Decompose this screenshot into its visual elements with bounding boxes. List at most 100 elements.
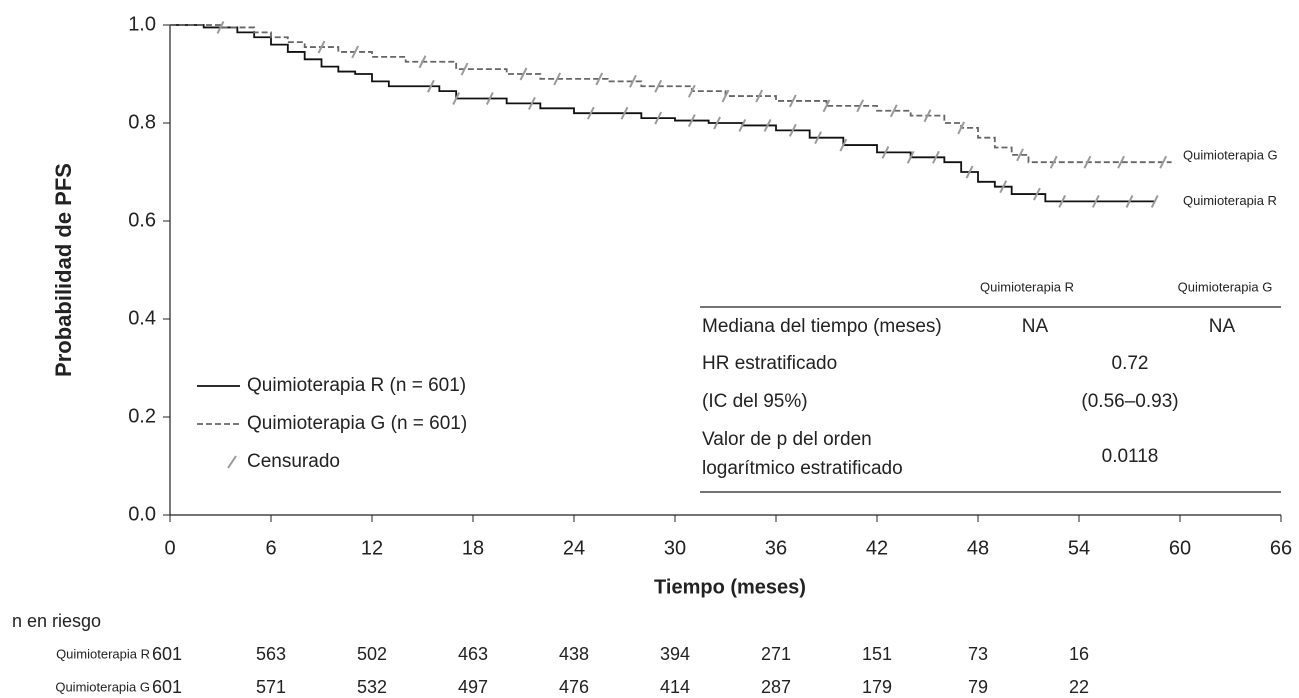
risk-row-label: Quimioterapia R bbox=[56, 646, 150, 661]
legend-label: Quimioterapia R (n = 601) bbox=[247, 375, 466, 396]
x-tick-label: 12 bbox=[361, 537, 383, 559]
table-label: (IC del 95%) bbox=[702, 391, 808, 412]
censor-mark bbox=[427, 79, 435, 93]
censor-mark bbox=[620, 106, 629, 120]
x-tick-label: 18 bbox=[462, 537, 484, 559]
censor-mark bbox=[1117, 155, 1125, 169]
legend-censor bbox=[227, 455, 237, 469]
table-label: logarítmico estratificado bbox=[702, 458, 903, 479]
legend-label: Censurado bbox=[247, 451, 340, 472]
y-tick-label: 0.4 bbox=[128, 307, 156, 329]
censor-mark bbox=[595, 72, 604, 86]
risk-value: 271 bbox=[761, 644, 791, 664]
risk-value: 287 bbox=[761, 677, 791, 697]
curve-label: Quimioterapia R bbox=[1183, 193, 1277, 208]
censor-mark bbox=[1016, 148, 1024, 162]
censor-mark bbox=[965, 165, 974, 179]
censor-mark bbox=[654, 111, 663, 125]
censor-mark bbox=[1049, 155, 1058, 169]
km-curve bbox=[170, 24, 1172, 164]
risk-value: 532 bbox=[357, 677, 387, 697]
censor-mark bbox=[528, 96, 536, 110]
risk-value: 502 bbox=[357, 644, 387, 664]
risk-value: 497 bbox=[458, 677, 488, 697]
censor-mark bbox=[839, 138, 848, 152]
risk-value: 151 bbox=[862, 644, 892, 664]
censor-mark bbox=[586, 106, 595, 120]
censor-mark bbox=[317, 40, 326, 54]
km-curve bbox=[170, 24, 1155, 203]
censor-mark bbox=[460, 62, 469, 76]
censor-mark bbox=[755, 89, 764, 103]
x-tick-label: 42 bbox=[866, 537, 888, 559]
censor-mark bbox=[999, 180, 1008, 194]
x-axis-title: Tiempo (meses) bbox=[654, 576, 806, 598]
censor-mark bbox=[1125, 194, 1134, 208]
x-tick-label: 54 bbox=[1068, 537, 1090, 559]
censor-mark bbox=[1150, 194, 1159, 208]
table-value: NA bbox=[1022, 316, 1049, 337]
censor-mark bbox=[452, 92, 461, 105]
y-tick-label: 0.8 bbox=[128, 111, 156, 133]
risk-value: 73 bbox=[968, 644, 988, 664]
table-value: 0.0118 bbox=[1102, 446, 1159, 467]
censor-mark bbox=[721, 89, 730, 103]
risk-value: 601 bbox=[152, 644, 182, 664]
y-tick-label: 0.6 bbox=[128, 209, 156, 231]
risk-value: 414 bbox=[660, 677, 690, 697]
censor-mark bbox=[1159, 155, 1168, 169]
table-header: Quimioterapia G bbox=[1178, 279, 1273, 294]
censor-mark bbox=[553, 72, 562, 86]
x-tick-label: 0 bbox=[164, 537, 175, 559]
risk-value: 571 bbox=[256, 677, 286, 697]
risk-title: n en riesgo bbox=[12, 611, 101, 631]
x-tick-label: 36 bbox=[765, 537, 787, 559]
risk-row-label: Quimioterapia G bbox=[55, 679, 150, 694]
x-tick-label: 66 bbox=[1270, 537, 1292, 559]
censor-mark bbox=[906, 150, 915, 164]
censor-mark bbox=[788, 94, 797, 108]
censor-mark bbox=[814, 131, 822, 145]
y-tick-label: 1.0 bbox=[128, 13, 156, 35]
table-label: Valor de p del orden bbox=[702, 429, 872, 450]
censor-mark bbox=[629, 74, 637, 88]
table-value: 0.72 bbox=[1112, 353, 1149, 374]
censor-mark bbox=[1083, 155, 1092, 169]
censor-mark bbox=[957, 121, 966, 135]
censor-mark bbox=[687, 114, 696, 127]
x-tick-label: 60 bbox=[1169, 537, 1191, 559]
censor-mark bbox=[1033, 187, 1041, 201]
censor-mark bbox=[856, 99, 865, 113]
censor-mark bbox=[654, 79, 663, 93]
table-value: NA bbox=[1209, 316, 1236, 337]
censor-mark bbox=[713, 116, 721, 130]
x-tick-label: 6 bbox=[265, 537, 276, 559]
x-tick-label: 30 bbox=[664, 537, 686, 559]
censor-mark bbox=[1058, 194, 1067, 208]
censor-mark bbox=[763, 119, 772, 132]
censor-mark bbox=[485, 92, 494, 105]
censor-mark bbox=[788, 123, 797, 137]
censor-mark bbox=[1091, 194, 1100, 208]
risk-value: 601 bbox=[152, 677, 182, 697]
censor-mark bbox=[738, 119, 747, 132]
x-tick-label: 24 bbox=[563, 537, 585, 559]
risk-value: 563 bbox=[256, 644, 286, 664]
risk-value: 79 bbox=[968, 677, 988, 697]
table-label: HR estratificado bbox=[702, 353, 837, 374]
censor-mark bbox=[519, 67, 528, 81]
x-tick-label: 48 bbox=[967, 537, 989, 559]
censor-mark bbox=[687, 84, 696, 98]
risk-value: 179 bbox=[862, 677, 892, 697]
legend-label: Quimioterapia G (n = 601) bbox=[247, 413, 467, 434]
y-axis-title: Probabilidad de PFS bbox=[51, 163, 76, 377]
risk-value: 476 bbox=[559, 677, 589, 697]
curve-label: Quimioterapia G bbox=[1183, 148, 1278, 163]
censor-mark bbox=[923, 109, 932, 123]
censor-mark bbox=[418, 55, 427, 69]
table-value: (0.56–0.93) bbox=[1081, 391, 1178, 412]
table-label: Mediana del tiempo (meses) bbox=[702, 316, 942, 337]
risk-value: 22 bbox=[1069, 677, 1089, 697]
y-tick-label: 0.2 bbox=[128, 405, 156, 427]
